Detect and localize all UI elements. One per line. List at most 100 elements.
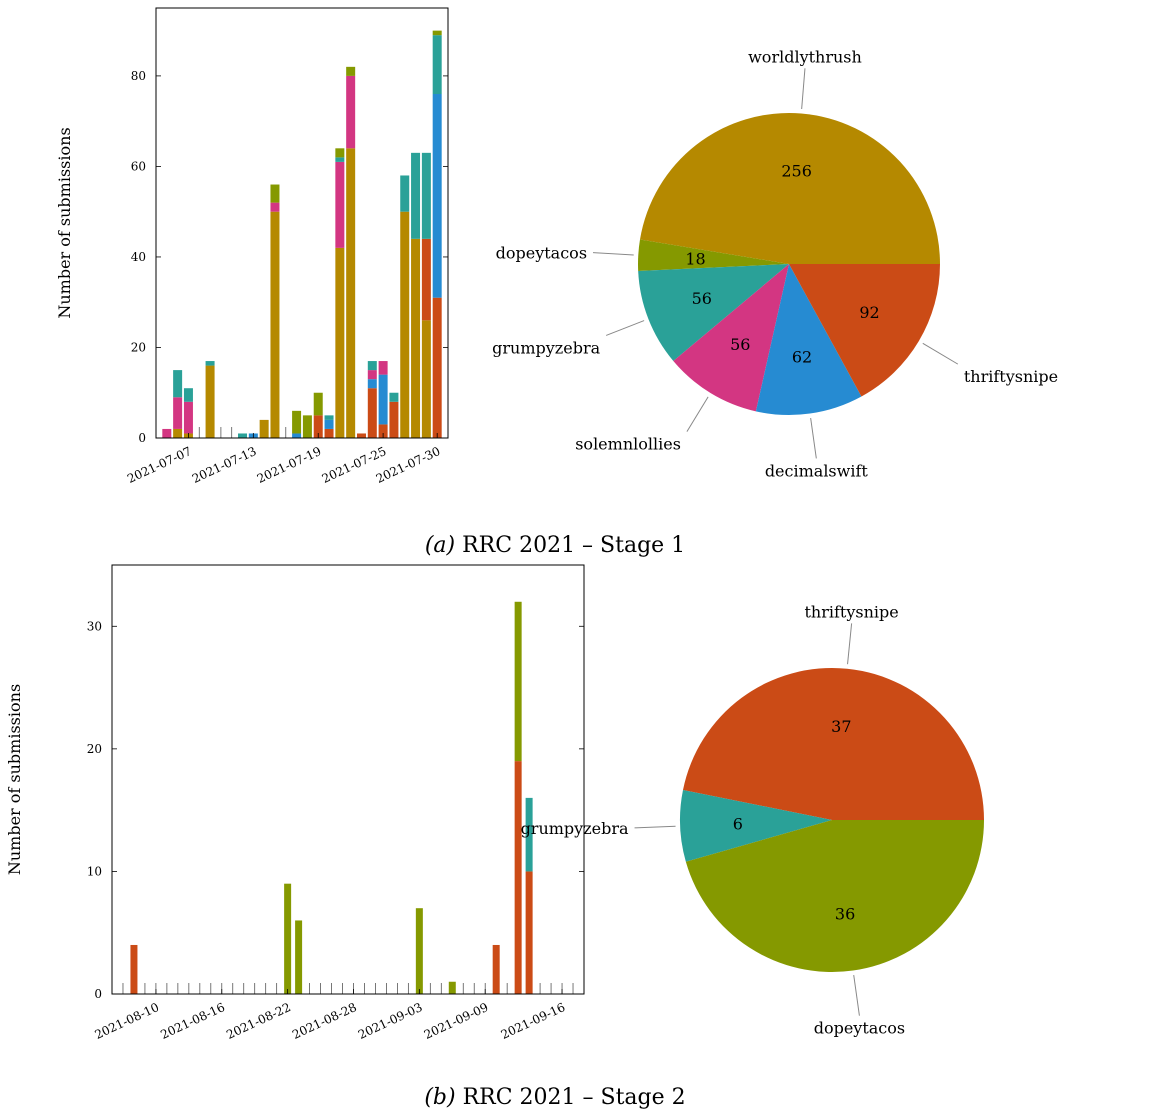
plot-frame <box>155 7 449 439</box>
y-axis-label: Number of submissions <box>55 127 74 318</box>
bar-segment-thriftysnipe <box>525 871 533 994</box>
bar-segment-dopeytacos <box>448 981 456 994</box>
pie-leader-line <box>853 974 860 1016</box>
stage2-pie-chart: 37 thriftysnipe 6 grumpyzebra 36 dopeytacos <box>521 602 985 1038</box>
bar-segment-dopeytacos <box>284 883 292 994</box>
bar-segment-dopeytacos <box>514 601 522 762</box>
bar-segment-solemnlollies <box>162 428 172 438</box>
pie-slice-thriftysnipe <box>682 667 985 820</box>
pie-category-label: worldlythrush <box>748 47 862 66</box>
x-tick-label: 2021-08-28 <box>290 1000 359 1042</box>
x-tick-label: 2021-08-22 <box>224 1000 293 1042</box>
y-tick-label: 20 <box>131 340 146 354</box>
pie-slice-decimalswift <box>755 264 862 415</box>
bar-segment-grumpyzebra <box>389 392 399 402</box>
y-tick-label: 0 <box>94 987 102 1001</box>
bar-segment-worldlythrush <box>421 320 431 438</box>
bar-segment-dopeytacos <box>302 415 312 438</box>
bar-segment-worldlythrush <box>346 148 356 438</box>
bar-segment-thriftysnipe <box>378 424 388 438</box>
bar-segment-grumpyzebra <box>324 415 334 420</box>
x-tick-label: 2021-09-03 <box>356 1000 425 1042</box>
bar-segment-worldlythrush <box>411 238 421 438</box>
bar-segment-grumpyzebra <box>367 361 377 371</box>
pie-category-label: dopeytacos <box>814 1019 905 1038</box>
x-tick-label: 2021-07-19 <box>255 444 324 486</box>
bar-segment-thriftysnipe <box>421 238 431 321</box>
pie-value-label: 92 <box>859 303 879 322</box>
bar-segment-decimalswift <box>292 433 302 438</box>
pie-slice-grumpyzebra <box>679 789 832 862</box>
bar-segment-grumpyzebra <box>183 388 193 402</box>
bar-segment-thriftysnipe <box>130 944 138 994</box>
bar-segment-worldlythrush <box>173 428 183 438</box>
pie-value-label: 36 <box>835 904 855 923</box>
bar-segment-grumpyzebra <box>411 152 421 239</box>
bar-segment-grumpyzebra <box>173 370 183 398</box>
bar-segment-solemnlollies <box>367 370 377 380</box>
pie-category-label: decimalswift <box>765 461 869 480</box>
pie-leader-line <box>686 396 709 432</box>
pie-leader-line <box>922 342 959 365</box>
bar-segment-decimalswift <box>324 419 334 429</box>
bar-segment-solemnlollies <box>346 75 356 149</box>
pie-slice-solemnlollies <box>673 264 789 412</box>
bar-segment-thriftysnipe <box>367 388 377 438</box>
bar-segment-worldlythrush <box>400 211 410 438</box>
bar-segment-decimalswift <box>378 374 388 425</box>
bar-segment-solemnlollies <box>270 202 280 212</box>
bar-segment-dopeytacos <box>292 410 302 434</box>
bar-segment-decimalswift <box>367 379 377 389</box>
pie-slice-grumpyzebra <box>638 264 789 362</box>
pie-slice-thriftysnipe <box>789 264 940 397</box>
x-tick-label: 2021-07-07 <box>125 444 194 486</box>
pie-value-label: 37 <box>831 717 851 736</box>
x-tick-label: 2021-08-10 <box>93 1000 162 1042</box>
plot-frame <box>111 564 585 995</box>
bar-segment-thriftysnipe <box>356 433 366 438</box>
pie-leader-line <box>810 417 817 459</box>
bar-segment-thriftysnipe <box>389 401 399 438</box>
pie-slice-worldlythrush <box>639 113 940 264</box>
bar-segment-thriftysnipe <box>432 297 442 438</box>
bar-segment-grumpyzebra <box>400 175 410 212</box>
y-axis-label: Number of submissions <box>5 684 24 875</box>
pie-value-label: 56 <box>730 335 750 354</box>
bar-segment-solemnlollies <box>183 401 193 434</box>
bar-segment-worldlythrush <box>259 419 269 438</box>
stage1-pie-chart: 256 worldlythrush 18 dopeytacos 56 grumpyzebr… <box>492 47 1058 480</box>
y-tick-label: 40 <box>131 250 146 264</box>
bar-segment-solemnlollies <box>335 161 345 248</box>
bar-segment-dopeytacos <box>346 66 356 76</box>
x-tick-label: 2021-08-16 <box>158 1000 227 1042</box>
bar-segment-thriftysnipe <box>324 428 334 438</box>
bar-segment-thriftysnipe <box>514 761 522 994</box>
pie-category-label: dopeytacos <box>496 244 587 263</box>
pie-leader-line <box>605 320 645 336</box>
x-tick-label: 2021-09-09 <box>422 1000 491 1042</box>
bar-segment-worldlythrush <box>270 211 280 438</box>
pie-value-label: 256 <box>781 162 812 181</box>
bar-segment-grumpyzebra <box>432 35 442 94</box>
y-tick-label: 20 <box>87 742 102 756</box>
y-tick-label: 0 <box>138 431 146 445</box>
bar-segment-decimalswift <box>432 94 442 298</box>
pie-value-label: 56 <box>692 289 712 308</box>
pie-category-label: thriftysnipe <box>804 602 898 621</box>
pie-category-label: grumpyzebra <box>521 819 629 838</box>
bar-segment-grumpyzebra <box>335 157 345 162</box>
stage2-bar-chart: 01020302021-08-102021-08-162021-08-22202… <box>5 564 585 1042</box>
bar-segment-dopeytacos <box>335 148 345 158</box>
bar-segment-grumpyzebra <box>205 361 215 366</box>
pie-value-label: 62 <box>792 348 812 367</box>
x-tick-label: 2021-09-16 <box>499 1000 568 1042</box>
bar-segment-dopeytacos <box>295 920 303 994</box>
pie-category-label: solemnlollies <box>575 435 681 454</box>
pie-slice-dopeytacos <box>638 239 789 272</box>
pie-leader-line <box>801 68 806 110</box>
bar-segment-dopeytacos <box>270 184 280 203</box>
pie-slice-dopeytacos <box>685 820 984 972</box>
x-tick-label: 2021-07-13 <box>190 444 259 486</box>
caption-stage2: (b) RRC 2021 – Stage 2 <box>424 1085 685 1110</box>
bar-segment-worldlythrush <box>205 365 215 438</box>
